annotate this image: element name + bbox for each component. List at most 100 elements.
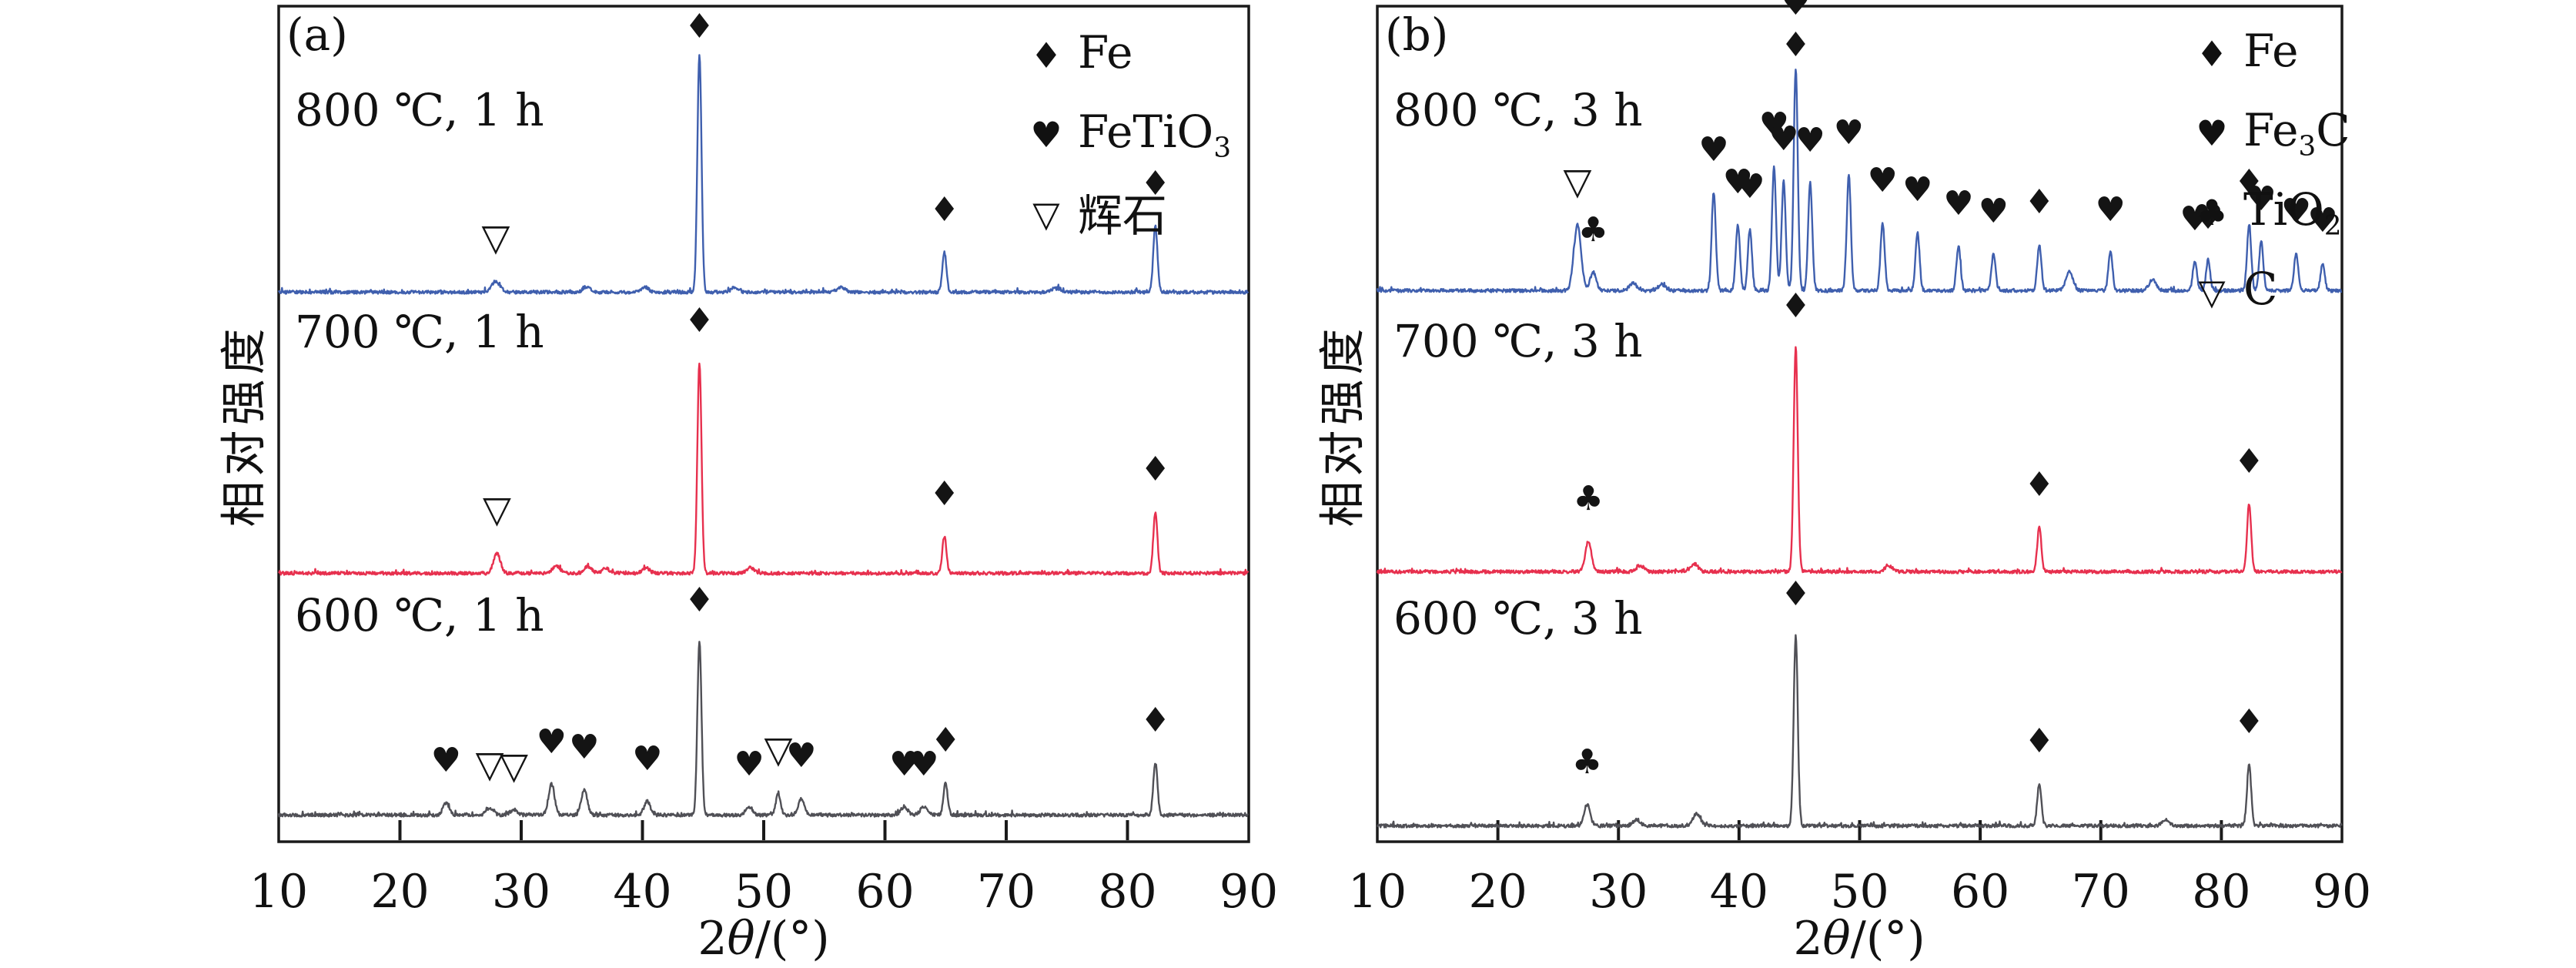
peak-marker: ♦ xyxy=(2234,442,2264,481)
peak-marker: ♦ xyxy=(684,581,714,620)
trace-label-a-600: 600 ℃, 1 h xyxy=(295,589,544,641)
peak-marker: ♦ xyxy=(2024,183,2054,222)
legend-item-label: C xyxy=(2243,262,2278,315)
x-tick-label: 50 xyxy=(1830,865,1889,919)
x-tick-label: 40 xyxy=(1710,865,1768,919)
legend-item-label: FeTiO3 xyxy=(1078,105,1232,164)
peak-marker: ♥ xyxy=(1735,167,1765,206)
peak-marker: ♦ xyxy=(1781,286,1811,326)
x-tick-label: 40 xyxy=(613,865,671,919)
open-triangle-marker-icon: ▽ xyxy=(1032,193,1060,235)
peak-marker: ♦ xyxy=(684,7,714,46)
peak-marker: ♥ xyxy=(734,745,764,784)
peak-marker: ♦ xyxy=(1140,164,1170,203)
xrd-trace xyxy=(1376,69,2343,293)
trace-label-b-600: 600 ℃, 3 h xyxy=(1393,592,1643,645)
x-label-theta: θ xyxy=(727,912,755,966)
peak-marker: ♥ xyxy=(569,728,599,767)
peak-marker: ▽ xyxy=(764,729,792,772)
legend-item-pyroxene: ▽ 辉石 xyxy=(1022,174,1231,253)
peak-marker: ♥ xyxy=(1723,162,1753,202)
diamond-marker-icon: ♦ xyxy=(2196,32,2228,75)
x-label-prefix: 2 xyxy=(1793,912,1823,966)
trace-label-b-800: 800 ℃, 3 h xyxy=(1393,84,1643,136)
plot-border xyxy=(1376,5,2343,843)
trace-label-a-800: 800 ℃, 1 h xyxy=(295,84,544,136)
legend-item-fe3c: ♥ Fe3C xyxy=(2188,93,2350,172)
peak-marker: ♥ xyxy=(2281,192,2311,231)
diamond-marker-icon: ♦ xyxy=(1030,34,1062,76)
y-axis-label-a: 相对强度 xyxy=(217,323,272,528)
legend-item-label: Fe xyxy=(1078,25,1133,79)
x-tick-label: 20 xyxy=(370,865,429,919)
x-label-theta: θ xyxy=(1822,912,1851,966)
peak-marker: ♥ xyxy=(1768,119,1798,159)
x-tick-label: 10 xyxy=(249,865,308,919)
peak-marker: ♣ xyxy=(1578,210,1608,250)
x-tick-label: 80 xyxy=(1098,865,1156,919)
x-tick-label: 90 xyxy=(1219,865,1278,919)
x-tick-label: 10 xyxy=(1348,865,1407,919)
legend-item-fe: ♦ Fe xyxy=(1022,15,1231,95)
peak-marker: ▽ xyxy=(1564,160,1592,203)
legend-item-label: Fe3C xyxy=(2243,103,2350,162)
peak-marker: ♥ xyxy=(431,741,461,780)
legend-item-label: 辉石 xyxy=(1078,189,1168,243)
peak-marker: ♦ xyxy=(2234,162,2264,202)
legend-item-tio2: ♣ TiO2 xyxy=(2188,172,2350,252)
club-marker-icon: ♣ xyxy=(2196,191,2228,233)
x-tick-label: 30 xyxy=(492,865,550,919)
peak-marker: ♥ xyxy=(1902,170,1932,209)
peak-marker: ♦ xyxy=(931,721,961,760)
peak-marker: ♥ xyxy=(2180,199,2210,239)
peak-marker: ♥ xyxy=(1979,192,2009,231)
legend-item-c: ▽ C xyxy=(2188,252,2350,331)
peak-marker: ♦ xyxy=(1781,574,1811,614)
legend-item-label: Fe xyxy=(2243,24,2299,77)
peak-marker: ♦ xyxy=(929,190,959,229)
legend-item-label: TiO2 xyxy=(2243,183,2342,242)
peak-marker: ♣ xyxy=(1572,742,1602,782)
x-tick-label: 20 xyxy=(1468,865,1527,919)
x-label-suffix: /(°) xyxy=(754,912,830,966)
peak-marker: ♦ xyxy=(2024,465,2054,504)
legend-item-fe: ♦ Fe xyxy=(2188,14,2350,93)
x-tick-label: 70 xyxy=(2072,865,2130,919)
xrd-trace xyxy=(1376,346,2343,574)
legend-panel-a: ♦ Fe ♥ FeTiO3 ▽ 辉石 xyxy=(1022,15,1231,253)
peak-marker: ♣ xyxy=(1573,479,1603,518)
open-triangle-marker-icon: ▽ xyxy=(2198,270,2226,313)
peak-marker: ♥ xyxy=(2096,190,2126,229)
xrd-trace xyxy=(277,362,1250,576)
x-tick-label: 70 xyxy=(977,865,1035,919)
peak-marker: ▽ xyxy=(481,216,510,260)
x-tick-label: 50 xyxy=(734,865,793,919)
xrd-trace xyxy=(1377,634,2343,829)
x-tick-label: 60 xyxy=(1951,865,2009,919)
peak-marker: ▽ xyxy=(483,488,511,531)
x-tick-label: 30 xyxy=(1589,865,1648,919)
x-label-suffix: /(°) xyxy=(1850,912,1925,966)
peak-marker: ♥ xyxy=(786,736,816,775)
y-axis-label-b: 相对强度 xyxy=(1316,323,1370,528)
xrd-trace xyxy=(277,641,1249,818)
x-tick-label: 80 xyxy=(2192,865,2250,919)
panel-a-tag: (a) xyxy=(286,8,348,61)
peak-marker: ♥ xyxy=(1834,113,1864,152)
heart-marker-icon: ♥ xyxy=(1030,113,1062,156)
peak-marker: ♦ xyxy=(1140,701,1170,740)
peak-marker: ♦ xyxy=(684,301,714,340)
peak-marker: ♥ xyxy=(889,745,919,784)
peak-marker: ♥ xyxy=(1759,106,1789,145)
trace-label-a-700: 700 ℃, 1 h xyxy=(295,306,544,358)
xrd-trace xyxy=(277,54,1250,295)
peak-marker: ♥ xyxy=(2246,179,2276,219)
peak-marker: ♥ xyxy=(2193,198,2223,237)
peak-marker: ♦ xyxy=(1140,450,1170,489)
peak-marker: ♦ xyxy=(1781,25,1811,65)
trace-label-b-700: 700 ℃, 3 h xyxy=(1393,315,1643,367)
peak-marker: ♥ xyxy=(632,739,662,779)
x-tick-label: 90 xyxy=(2313,865,2371,919)
